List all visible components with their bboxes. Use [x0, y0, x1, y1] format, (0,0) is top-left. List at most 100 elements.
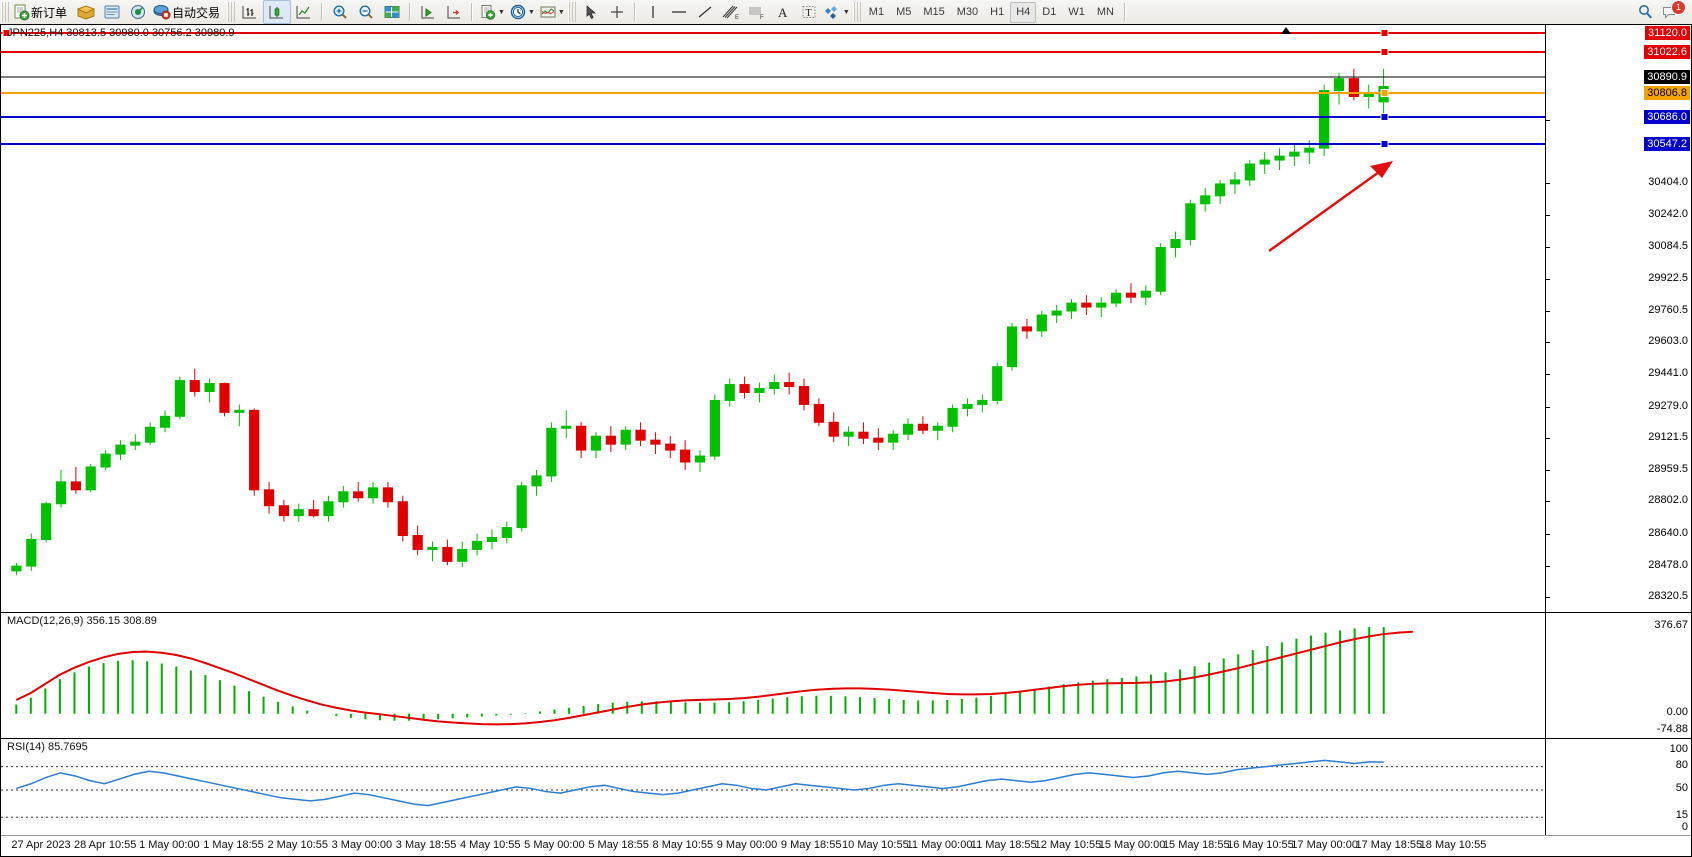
mailbox-button[interactable]: [73, 1, 99, 23]
equidistant-channel-button[interactable]: E: [718, 1, 744, 23]
zoom-in-button[interactable]: [327, 1, 353, 23]
indicators-button[interactable]: ▼: [537, 1, 567, 23]
price-label-stop-upper[interactable]: 30686.0: [1644, 110, 1690, 124]
horizontal-line-button[interactable]: [666, 1, 692, 23]
search-button[interactable]: [1632, 1, 1658, 23]
candle: [234, 409, 245, 413]
rsi-pane[interactable]: RSI(14) 85.7695: [1, 738, 1691, 836]
timeframe-h1[interactable]: H1: [990, 5, 1005, 18]
crosshair-button[interactable]: [604, 1, 630, 23]
candlestick-chart-icon: [269, 6, 284, 19]
price-chart-svg[interactable]: [1, 25, 1546, 611]
timeframe-grip[interactable]: [852, 2, 861, 22]
price-pane[interactable]: JPN225,H4 30813.5 30980.0 30756.2 30980.…: [1, 25, 1691, 611]
navigator-button[interactable]: [125, 1, 151, 23]
price-axis[interactable]: 30723.530404.030242.030084.529922.529760…: [1545, 25, 1691, 835]
text-button[interactable]: A: [770, 1, 796, 23]
chart-window[interactable]: JPN225,H4 30813.5 30980.0 30756.2 30980.…: [0, 24, 1692, 857]
candle: [1348, 78, 1359, 98]
toolbar-grip[interactable]: [1, 2, 9, 22]
price-tick: 29603.0: [1648, 335, 1688, 348]
price-tick-mark: [1546, 406, 1550, 408]
text-label-button[interactable]: T: [796, 1, 822, 23]
macd-pane[interactable]: MACD(12,26,9) 356.15 308.89: [1, 612, 1691, 738]
data-window-button[interactable]: [379, 1, 405, 23]
price-label-stop-lower[interactable]: 30547.2: [1644, 137, 1690, 151]
candle: [278, 505, 290, 517]
indicators-caret-icon[interactable]: ▼: [557, 8, 565, 16]
macd-chart-svg: [15, 627, 1413, 726]
line-chart-icon: [296, 6, 311, 19]
timeframe-m1[interactable]: M1: [868, 5, 885, 18]
trendline-button[interactable]: [692, 1, 718, 23]
objects-button[interactable]: ▼: [822, 1, 852, 23]
navigator-icon: [131, 5, 146, 19]
price-label-take-profit-upper[interactable]: 31120.0: [1645, 26, 1690, 40]
candle: [1229, 179, 1241, 185]
candle: [605, 435, 616, 445]
candle: [873, 437, 884, 443]
time-tick: 8 May 10:55: [652, 839, 714, 851]
horizontal-line-icon: [671, 11, 686, 13]
auto-scroll-button[interactable]: [415, 1, 441, 23]
price-label-current-price[interactable]: 30890.9: [1644, 70, 1690, 84]
zoom-out-button[interactable]: [353, 1, 379, 23]
timeframe-w1[interactable]: W1: [1068, 5, 1085, 18]
terminal-button[interactable]: [99, 1, 125, 23]
timeframe-m15[interactable]: M15: [923, 5, 945, 18]
candle: [263, 489, 275, 507]
candle: [1110, 292, 1122, 304]
price-tick: 29441.0: [1648, 367, 1688, 380]
time-tick: 9 May 00:00: [716, 839, 778, 851]
alerts-button[interactable]: 1: [1658, 0, 1686, 23]
templates-caret-icon[interactable]: ▼: [498, 8, 505, 16]
price-label-entry-price[interactable]: 30806.8: [1644, 86, 1690, 100]
objects-icon: [824, 6, 837, 19]
new-order-button[interactable]: 新订单: [11, 1, 73, 23]
price-tick: 30084.5: [1648, 239, 1688, 252]
data-window-icon: [384, 6, 400, 18]
time-tick: 4 May 10:55: [459, 839, 521, 851]
chart-tools-grip[interactable]: [227, 2, 236, 22]
line-chart-button[interactable]: [291, 1, 317, 23]
timeframe-mn[interactable]: MN: [1096, 5, 1114, 18]
price-tick: 28959.5: [1648, 463, 1688, 476]
time-tick: 3 May 18:55: [395, 839, 457, 851]
period-button[interactable]: ▼: [507, 1, 537, 23]
time-tick: 15 May 18:55: [1162, 839, 1230, 851]
objects-caret-icon[interactable]: ▼: [842, 8, 850, 16]
time-axis[interactable]: 27 Apr 2023 28 Apr 10:55 1 May 00:00 1 May …: [1, 835, 1691, 856]
candle: [397, 501, 408, 537]
vertical-line-button[interactable]: [640, 1, 666, 23]
period-caret-icon[interactable]: ▼: [527, 8, 535, 16]
fibonacci-button[interactable]: F: [744, 1, 770, 23]
templates-button[interactable]: ▼: [477, 1, 507, 23]
autotrade-button[interactable]: 自动交易: [151, 1, 226, 23]
candle: [115, 444, 126, 455]
time-tick: 3 May 00:00: [331, 839, 393, 851]
candle: [1274, 155, 1285, 161]
cursor-button[interactable]: [578, 1, 604, 23]
timeframe-h4[interactable]: H4: [1010, 1, 1037, 23]
price-tick-mark: [1546, 533, 1550, 535]
chart-shift-button[interactable]: [441, 1, 467, 23]
candle: [576, 425, 587, 451]
macd-tick: 0.00: [1666, 705, 1688, 718]
candlestick-chart-button[interactable]: [263, 0, 292, 24]
price-tick: 28478.0: [1648, 558, 1688, 571]
line-tools-grip[interactable]: [567, 2, 576, 22]
bar-chart-button[interactable]: [237, 1, 263, 23]
timeframe-d1[interactable]: D1: [1042, 5, 1057, 18]
text-icon: A: [778, 5, 788, 20]
toolbar-separator: [321, 3, 324, 21]
timeframe-m30[interactable]: M30: [956, 5, 979, 18]
price-tick-mark: [1546, 565, 1550, 567]
trend-arrow-annotation: [1268, 161, 1393, 252]
price-tick-mark: [1546, 374, 1550, 376]
timeframe-m5[interactable]: M5: [896, 5, 912, 18]
level-handle-take-profit-lower: [1380, 48, 1389, 56]
rsi-line: [16, 759, 1384, 807]
price-label-take-profit-lower[interactable]: 31022.6: [1644, 45, 1690, 59]
toolbar-separator-3: [471, 3, 474, 21]
price-tick-mark: [1546, 470, 1550, 472]
